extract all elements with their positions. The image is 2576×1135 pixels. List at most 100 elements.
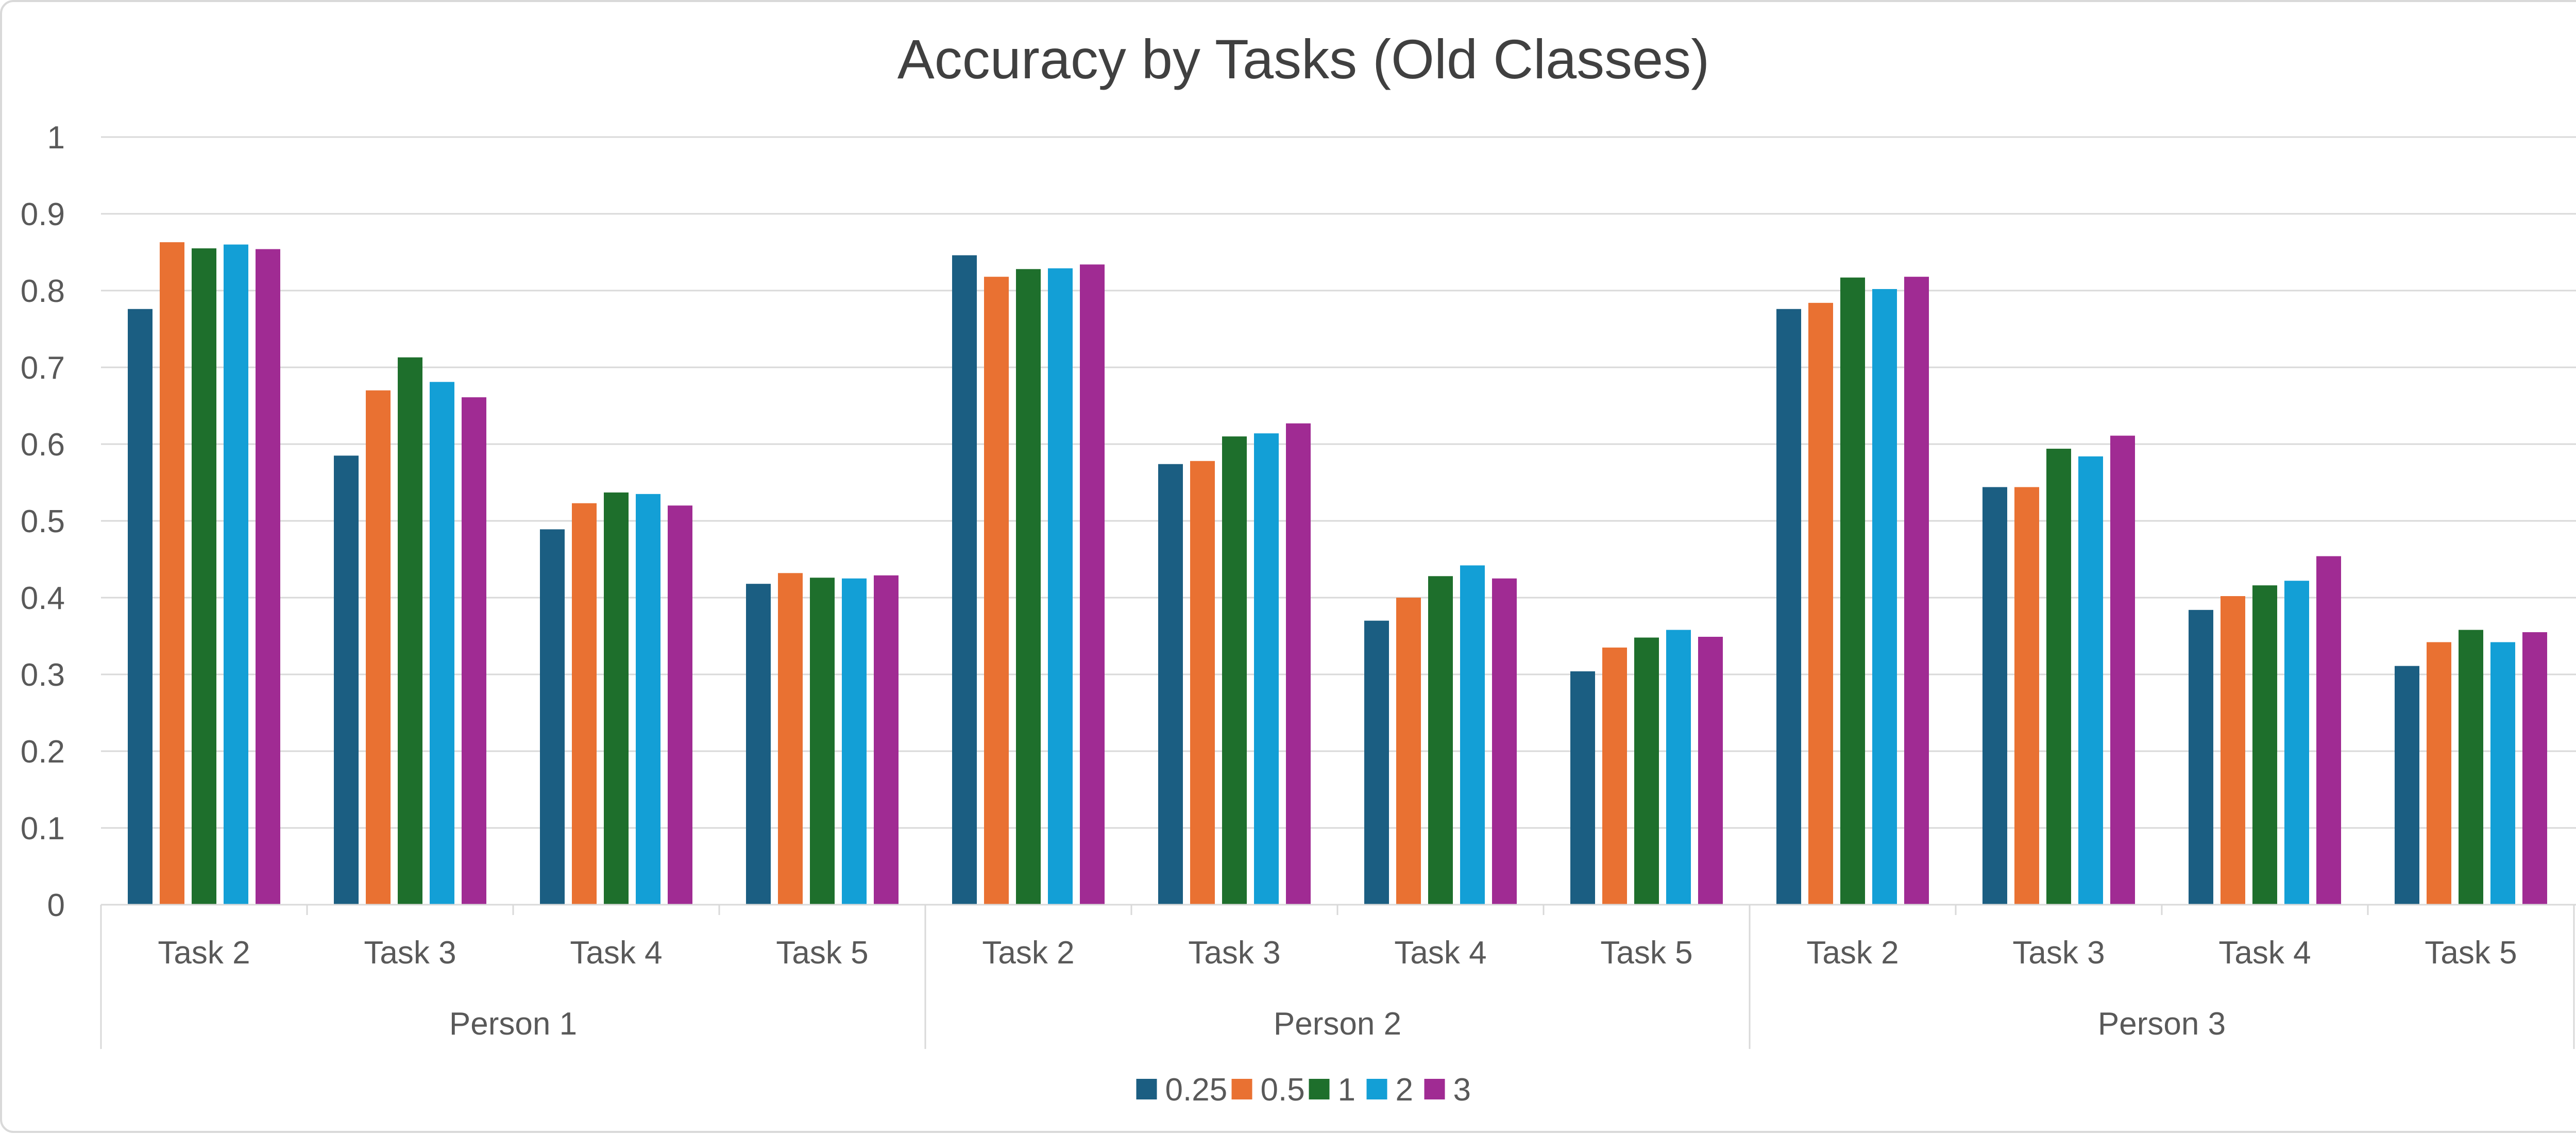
bar-series-1: [2046, 448, 2071, 905]
bar-series-2: [2078, 456, 2103, 905]
chart-title: Accuracy by Tasks (Old Classes): [897, 28, 1709, 90]
bar-series-1: [604, 492, 629, 905]
bar-series-0.25: [1570, 671, 1595, 905]
y-tick-label: 0.9: [21, 197, 65, 232]
y-tick-label: 0.1: [21, 811, 65, 846]
bar-series-0.5: [160, 242, 184, 905]
bar-series-1: [1016, 269, 1041, 905]
y-tick-label: 0.2: [21, 734, 65, 770]
y-axis-tick-labels: 0 0.1 0.2 0.3 0.4 0.5 0.6 0.7 0.8 0.9 1: [21, 120, 65, 923]
legend-item-0.25: 0.25: [1136, 1072, 1227, 1108]
x-tick-label: Task 2: [1806, 935, 1899, 971]
legend-item-3: 3: [1424, 1072, 1471, 1108]
bar-series-0.5: [2221, 596, 2245, 905]
bar-series-0.25: [2189, 609, 2213, 905]
bar-series-0.5: [572, 503, 597, 905]
bar-series-2: [1460, 565, 1485, 905]
bar-series-3: [2522, 632, 2547, 905]
x-tick-label: Task 5: [776, 935, 868, 971]
x-group-label: Person 2: [1274, 1006, 1401, 1042]
legend-swatch: [1136, 1079, 1157, 1099]
bar-series-3: [1698, 636, 1723, 905]
bar-series-1: [2252, 585, 2277, 905]
bar-series-2: [1666, 630, 1691, 905]
bar-series-0.25: [746, 584, 771, 905]
bar-series-2: [1254, 433, 1279, 905]
x-tick-label: Task 2: [158, 935, 250, 971]
y-tick-label: 1: [47, 120, 65, 156]
bar-series-0.5: [1808, 302, 1833, 905]
bar-series-3: [256, 249, 280, 905]
bar-series-0.5: [984, 277, 1009, 905]
bar-series-0.25: [952, 255, 977, 905]
bar-series-3: [668, 505, 692, 905]
x-tick-label: Task 3: [2012, 935, 2105, 971]
x-group-label: Person 3: [2098, 1006, 2226, 1042]
x-tick-label: Task 2: [982, 935, 1074, 971]
bar-series-1: [1634, 637, 1659, 905]
legend-label: 2: [1396, 1072, 1413, 1108]
legend-swatch: [1309, 1079, 1330, 1099]
bar-series-2: [1872, 289, 1897, 905]
bar-series-3: [1080, 264, 1105, 905]
bar-series-3: [462, 397, 486, 905]
bar-series-2: [224, 244, 248, 905]
bar-series-0.25: [334, 455, 359, 905]
x-tick-label: Task 4: [570, 935, 662, 971]
legend: 0.25 0.5 1 2 3: [1136, 1072, 1471, 1108]
bar-series-0.5: [1602, 647, 1627, 905]
y-tick-label: 0.7: [21, 350, 65, 386]
bar-series-0.5: [1190, 461, 1215, 905]
bar-series-3: [1286, 423, 1311, 905]
x-tick-label: Task 3: [1188, 935, 1280, 971]
y-tick-label: 0: [47, 888, 65, 923]
legend-label: 3: [1453, 1072, 1471, 1108]
y-tick-label: 0.3: [21, 657, 65, 693]
x-group-label: Person 1: [449, 1006, 577, 1042]
x-tick-label: Task 4: [1394, 935, 1486, 971]
y-tick-label: 0.6: [21, 427, 65, 463]
y-tick-label: 0.5: [21, 504, 65, 539]
legend-swatch: [1424, 1079, 1445, 1099]
bar-series-0.25: [128, 309, 152, 905]
bar-series-3: [1492, 578, 1517, 905]
bar-series-0.5: [778, 573, 803, 905]
legend-label: 1: [1338, 1072, 1355, 1108]
bar-series-1: [1428, 576, 1453, 905]
bar-series-3: [1904, 277, 1929, 905]
y-tick-label: 0.8: [21, 274, 65, 309]
bar-series-2: [430, 382, 454, 905]
bar-series-0.25: [1982, 487, 2007, 905]
bar-series-0.25: [1364, 620, 1389, 905]
bar-series-0.5: [2014, 487, 2039, 905]
x-axis: Task 2 Task 3 Task 4 Task 5 Person 1 Task 2 Ta…: [100, 904, 2576, 1049]
legend-label: 0.5: [1261, 1072, 1305, 1108]
legend-swatch: [1366, 1079, 1387, 1099]
bar-series-0.5: [2427, 642, 2451, 905]
legend-item-2: 2: [1366, 1072, 1413, 1108]
y-tick-label: 0.4: [21, 581, 65, 616]
bar-series-0.5: [366, 390, 391, 905]
bar-series-1: [1840, 277, 1865, 905]
legend-item-1: 1: [1309, 1072, 1355, 1108]
bar-series-0.25: [540, 529, 565, 905]
bar-series-2: [2490, 642, 2515, 905]
bar-series-3: [2110, 435, 2135, 905]
x-tick-label: Task 5: [1600, 935, 1692, 971]
bar-series-0.5: [1396, 598, 1421, 905]
bar-series-1: [192, 248, 216, 905]
bar-series-2: [842, 578, 867, 905]
legend-swatch: [1231, 1079, 1252, 1099]
bar-series-2: [636, 494, 660, 905]
bar-series-3: [874, 575, 899, 905]
bar-series-2: [2284, 581, 2309, 905]
bar-series-3: [2316, 556, 2341, 905]
bars: [128, 242, 2547, 905]
bar-series-1: [810, 578, 835, 905]
x-tick-label: Task 5: [2425, 935, 2517, 971]
x-tick-label: Task 4: [2218, 935, 2311, 971]
bar-series-0.25: [1158, 464, 1183, 905]
gridlines: [101, 136, 2576, 829]
